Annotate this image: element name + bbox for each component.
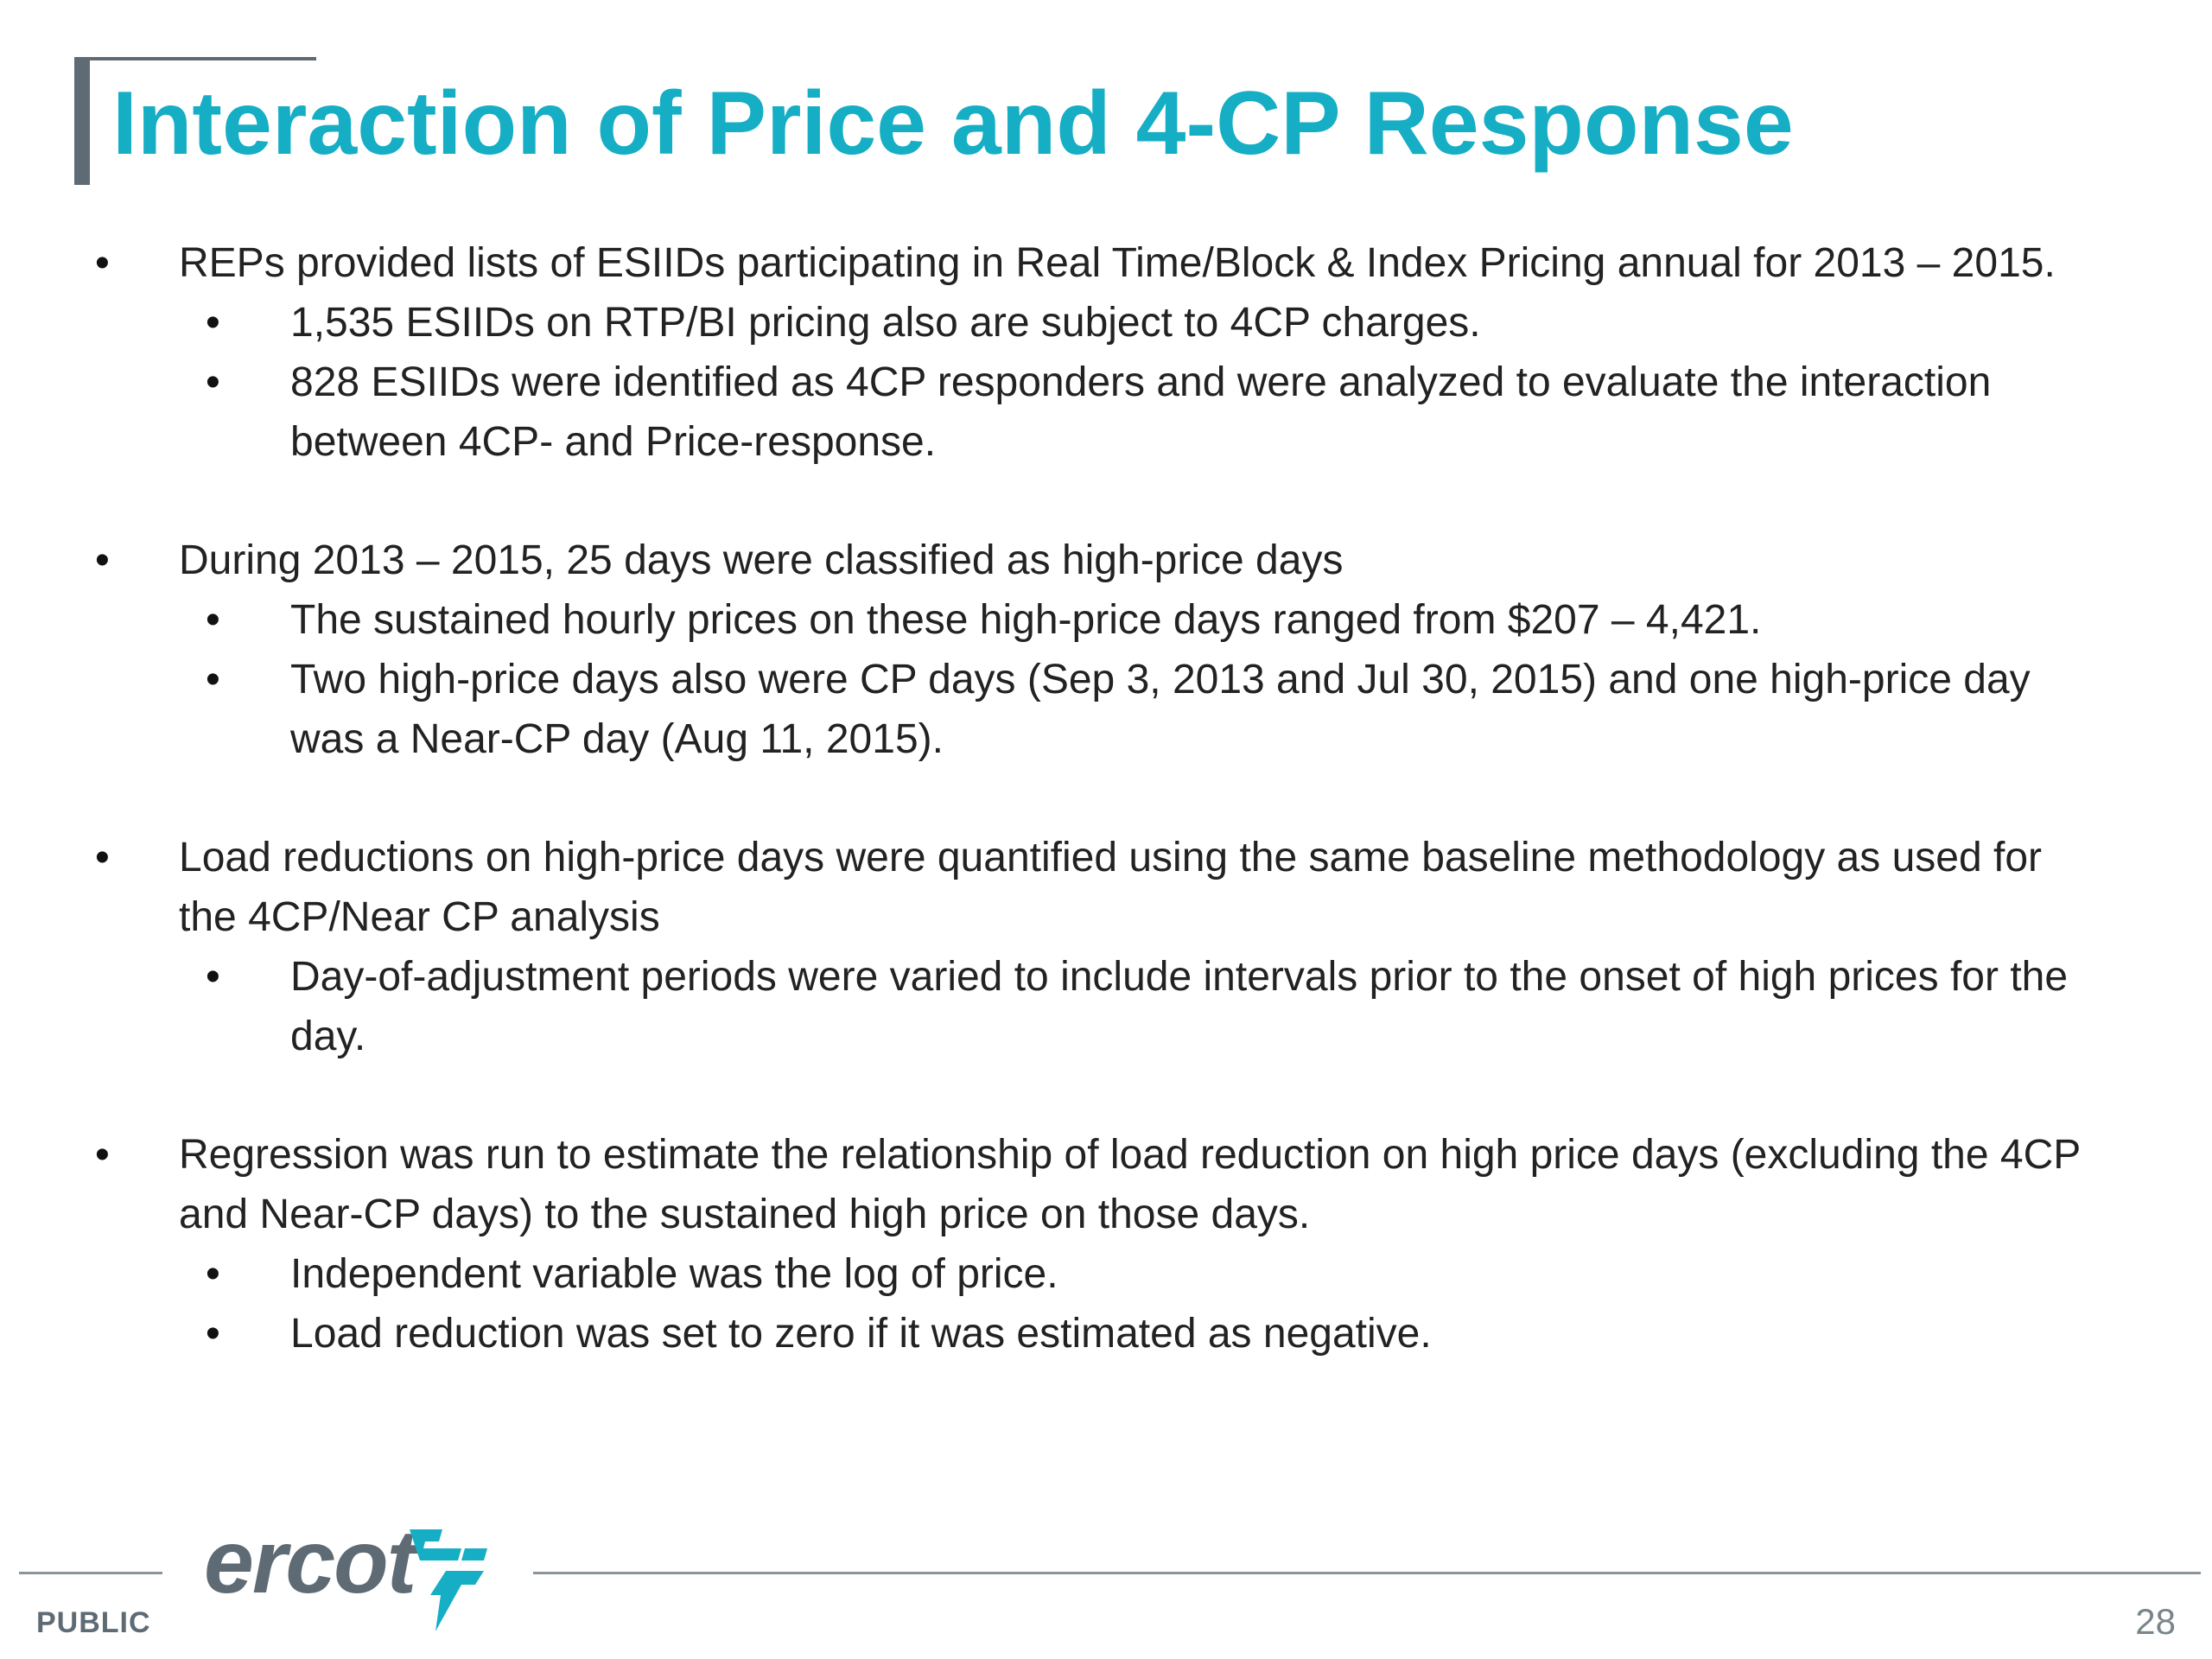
ercot-bolt-logo-icon [410, 1529, 487, 1631]
bullet-dot-icon: • [206, 954, 220, 1000]
bullet-continuation: and Near-CP days) to the sustained high … [0, 1185, 2166, 1244]
title-accent-line [74, 57, 316, 60]
bullet-group: • REPs provided lists of ESIIDs participa… [0, 233, 2212, 472]
bullet-dot-icon: • [95, 240, 110, 286]
sub-bullet-continuation: was a Near-CP day (Aug 11, 2015). [0, 709, 2148, 769]
bullet-line: • Load reductions on high-price days were… [0, 828, 2166, 887]
bullet-line: • During 2013 – 2015, 25 days were classi… [0, 531, 2166, 590]
bullet-dot-icon: • [95, 835, 110, 880]
bullet-dot-icon: • [206, 359, 220, 405]
bullet-dot-icon: • [206, 1311, 220, 1357]
sub-bullet-text: Two high-price days also were CP days (S… [290, 657, 2031, 702]
sub-bullet-text: day. [290, 1014, 366, 1059]
sub-bullet-text: Load reduction was set to zero if it was… [290, 1311, 1432, 1357]
sub-bullet-line: • Day-of-adjustment periods were varied t… [0, 947, 2148, 1007]
ercot-logo: ercot [204, 1510, 498, 1631]
sub-bullet-line: • Load reduction was set to zero if it wa… [0, 1304, 2148, 1363]
bullet-continuation: the 4CP/Near CP analysis [0, 887, 2166, 947]
sub-bullet-text: 828 ESIIDs were identified as 4CP respon… [290, 359, 1992, 405]
sub-bullet-text: was a Near-CP day (Aug 11, 2015). [290, 716, 944, 762]
footer-divider-left [19, 1572, 162, 1574]
bullet-dot-icon: • [206, 657, 220, 702]
bullet-dot-icon: • [206, 597, 220, 643]
footer-divider-right [533, 1572, 2201, 1574]
bullet-text: the 4CP/Near CP analysis [179, 894, 660, 940]
sub-bullet-line: • 828 ESIIDs were identified as 4CP respo… [0, 353, 2148, 412]
sub-bullet-line: • Two high-price days also were CP days (… [0, 650, 2148, 709]
public-label: PUBLIC [36, 1606, 151, 1639]
bullet-text: REPs provided lists of ESIIDs participat… [179, 240, 2056, 286]
bullet-text: During 2013 – 2015, 25 days were classif… [179, 537, 1344, 583]
bullet-group: • Regression was run to estimate the rela… [0, 1125, 2212, 1363]
bullet-text: Load reductions on high-price days were … [179, 835, 2043, 880]
bullet-dot-icon: • [206, 1251, 220, 1297]
sub-bullet-text: 1,535 ESIIDs on RTP/BI pricing also are … [290, 300, 1481, 346]
bullet-text: Regression was run to estimate the relat… [179, 1132, 2082, 1178]
bullet-dot-icon: • [206, 300, 220, 346]
page-number: 28 [2135, 1601, 2176, 1642]
bullet-line: • REPs provided lists of ESIIDs participa… [0, 233, 2166, 293]
bullet-text: and Near-CP days) to the sustained high … [179, 1192, 1311, 1237]
sub-bullet-text: between 4CP- and Price-response. [290, 419, 937, 465]
sub-bullet-text: Day-of-adjustment periods were varied to… [290, 954, 2069, 1000]
bullet-dot-icon: • [95, 537, 110, 583]
bullet-line: • Regression was run to estimate the rela… [0, 1125, 2166, 1185]
sub-bullet-line: • Independent variable was the log of pri… [0, 1244, 2148, 1304]
sub-bullet-continuation: between 4CP- and Price-response. [0, 412, 2148, 472]
sub-bullet-text: Independent variable was the log of pric… [290, 1251, 1058, 1297]
sub-bullet-line: • The sustained hourly prices on these hi… [0, 590, 2148, 650]
slide-title: Interaction of Price and 4-CP Response [112, 73, 1794, 174]
slide-body: • REPs provided lists of ESIIDs participa… [0, 233, 2212, 1422]
sub-bullet-text: The sustained hourly prices on these hig… [290, 597, 1762, 643]
bullet-group: • Load reductions on high-price days were… [0, 828, 2212, 1066]
title-accent-bar [74, 57, 90, 185]
logo-wordmark: ercot [204, 1512, 416, 1612]
bullet-dot-icon: • [95, 1132, 110, 1178]
bullet-group: • During 2013 – 2015, 25 days were classi… [0, 531, 2212, 769]
sub-bullet-line: • 1,535 ESIIDs on RTP/BI pricing also are… [0, 293, 2148, 353]
sub-bullet-continuation: day. [0, 1007, 2148, 1066]
